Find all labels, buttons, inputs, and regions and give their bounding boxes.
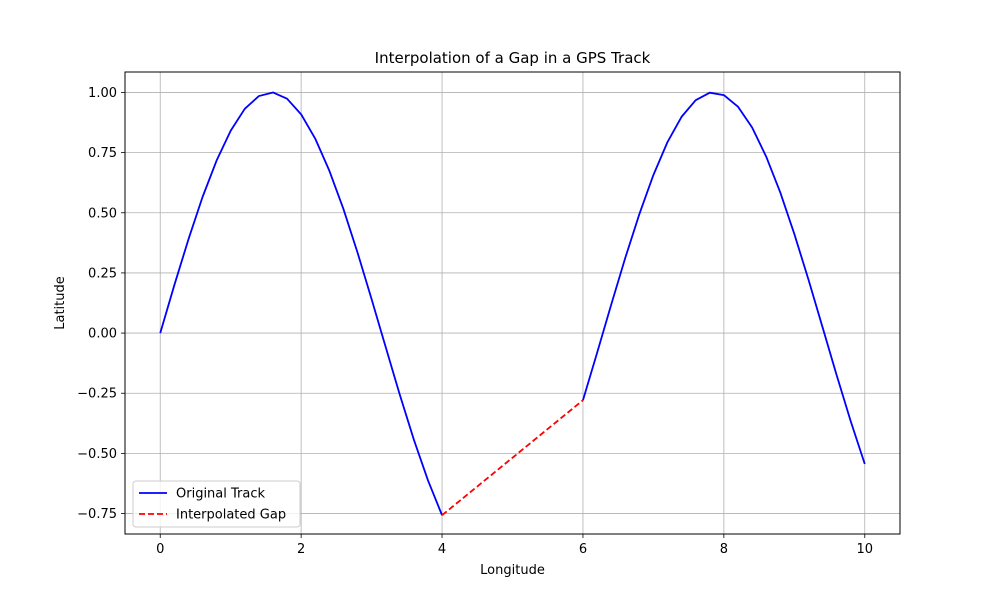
- y-tick-label: 0.00: [88, 327, 117, 342]
- legend: Original Track Interpolated Gap: [132, 480, 301, 528]
- x-tick-label: 6: [579, 542, 587, 557]
- y-tick-label: −0.50: [77, 447, 117, 462]
- x-tick-label: 4: [438, 542, 446, 557]
- series-line-original-track: [582, 91, 866, 465]
- series-line-interpolated-gap: [441, 399, 584, 516]
- grid: [125, 72, 900, 534]
- y-tick-label: −0.75: [77, 507, 117, 522]
- axis-ticks: 0 2 4 6 8 10 −0.75 −0.50 −0.25 0.00 0.25 0.50 0.75 1.…: [77, 86, 873, 557]
- x-tick-label: 8: [720, 542, 728, 557]
- series-area: [159, 91, 866, 516]
- y-axis-label: Latitude: [53, 276, 68, 330]
- plot-frame: [124, 71, 901, 535]
- y-tick-label: 0.25: [88, 266, 117, 281]
- series-line-original-track: [159, 91, 443, 516]
- x-tick-label: 10: [856, 542, 873, 557]
- y-tick-label: 1.00: [88, 86, 117, 101]
- legend-box: [132, 480, 301, 528]
- legend-label-interpolated-gap: Interpolated Gap: [176, 508, 286, 523]
- legend-label-original-track: Original Track: [176, 487, 265, 502]
- x-tick-label: 2: [297, 542, 305, 557]
- y-tick-label: 0.50: [88, 206, 117, 221]
- chart-title: Interpolation of a Gap in a GPS Track: [375, 49, 651, 67]
- x-tick-label: 0: [156, 542, 164, 557]
- y-tick-label: −0.25: [77, 387, 117, 402]
- x-axis-label: Longitude: [480, 563, 545, 578]
- y-tick-label: 0.75: [88, 146, 117, 161]
